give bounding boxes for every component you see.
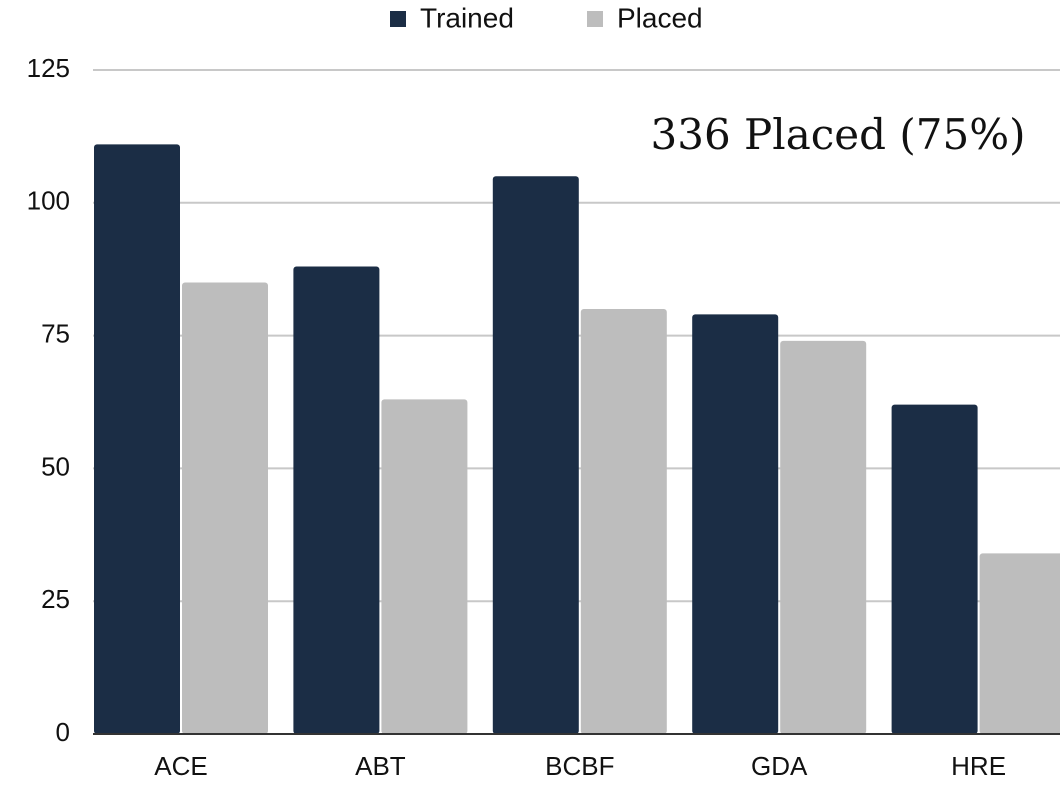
bar xyxy=(780,340,867,734)
y-tick-label: 125 xyxy=(27,53,70,83)
legend-label: Placed xyxy=(617,2,703,33)
bar xyxy=(293,266,380,734)
x-tick-label: ABT xyxy=(355,751,406,781)
bar xyxy=(492,176,579,735)
legend-swatch xyxy=(587,11,603,27)
x-tick-label: GDA xyxy=(751,751,808,781)
y-tick-label: 25 xyxy=(41,584,70,614)
legend-swatch xyxy=(390,11,406,27)
x-tick-label: HRE xyxy=(951,751,1006,781)
bar xyxy=(692,314,779,734)
y-tick-label: 0 xyxy=(56,717,70,747)
bar xyxy=(381,399,468,734)
bar xyxy=(891,404,978,734)
x-tick-label: BCBF xyxy=(545,751,614,781)
bar xyxy=(979,553,1060,734)
annotation: 336 Placed (75%) xyxy=(651,110,1026,159)
legend-label: Trained xyxy=(420,2,514,33)
y-tick-label: 100 xyxy=(27,186,70,216)
bar xyxy=(580,309,667,734)
y-tick-label: 50 xyxy=(41,451,70,481)
x-tick-label: ACE xyxy=(154,751,207,781)
y-tick-label: 75 xyxy=(41,318,70,348)
bar xyxy=(182,282,268,734)
bar xyxy=(94,144,180,735)
